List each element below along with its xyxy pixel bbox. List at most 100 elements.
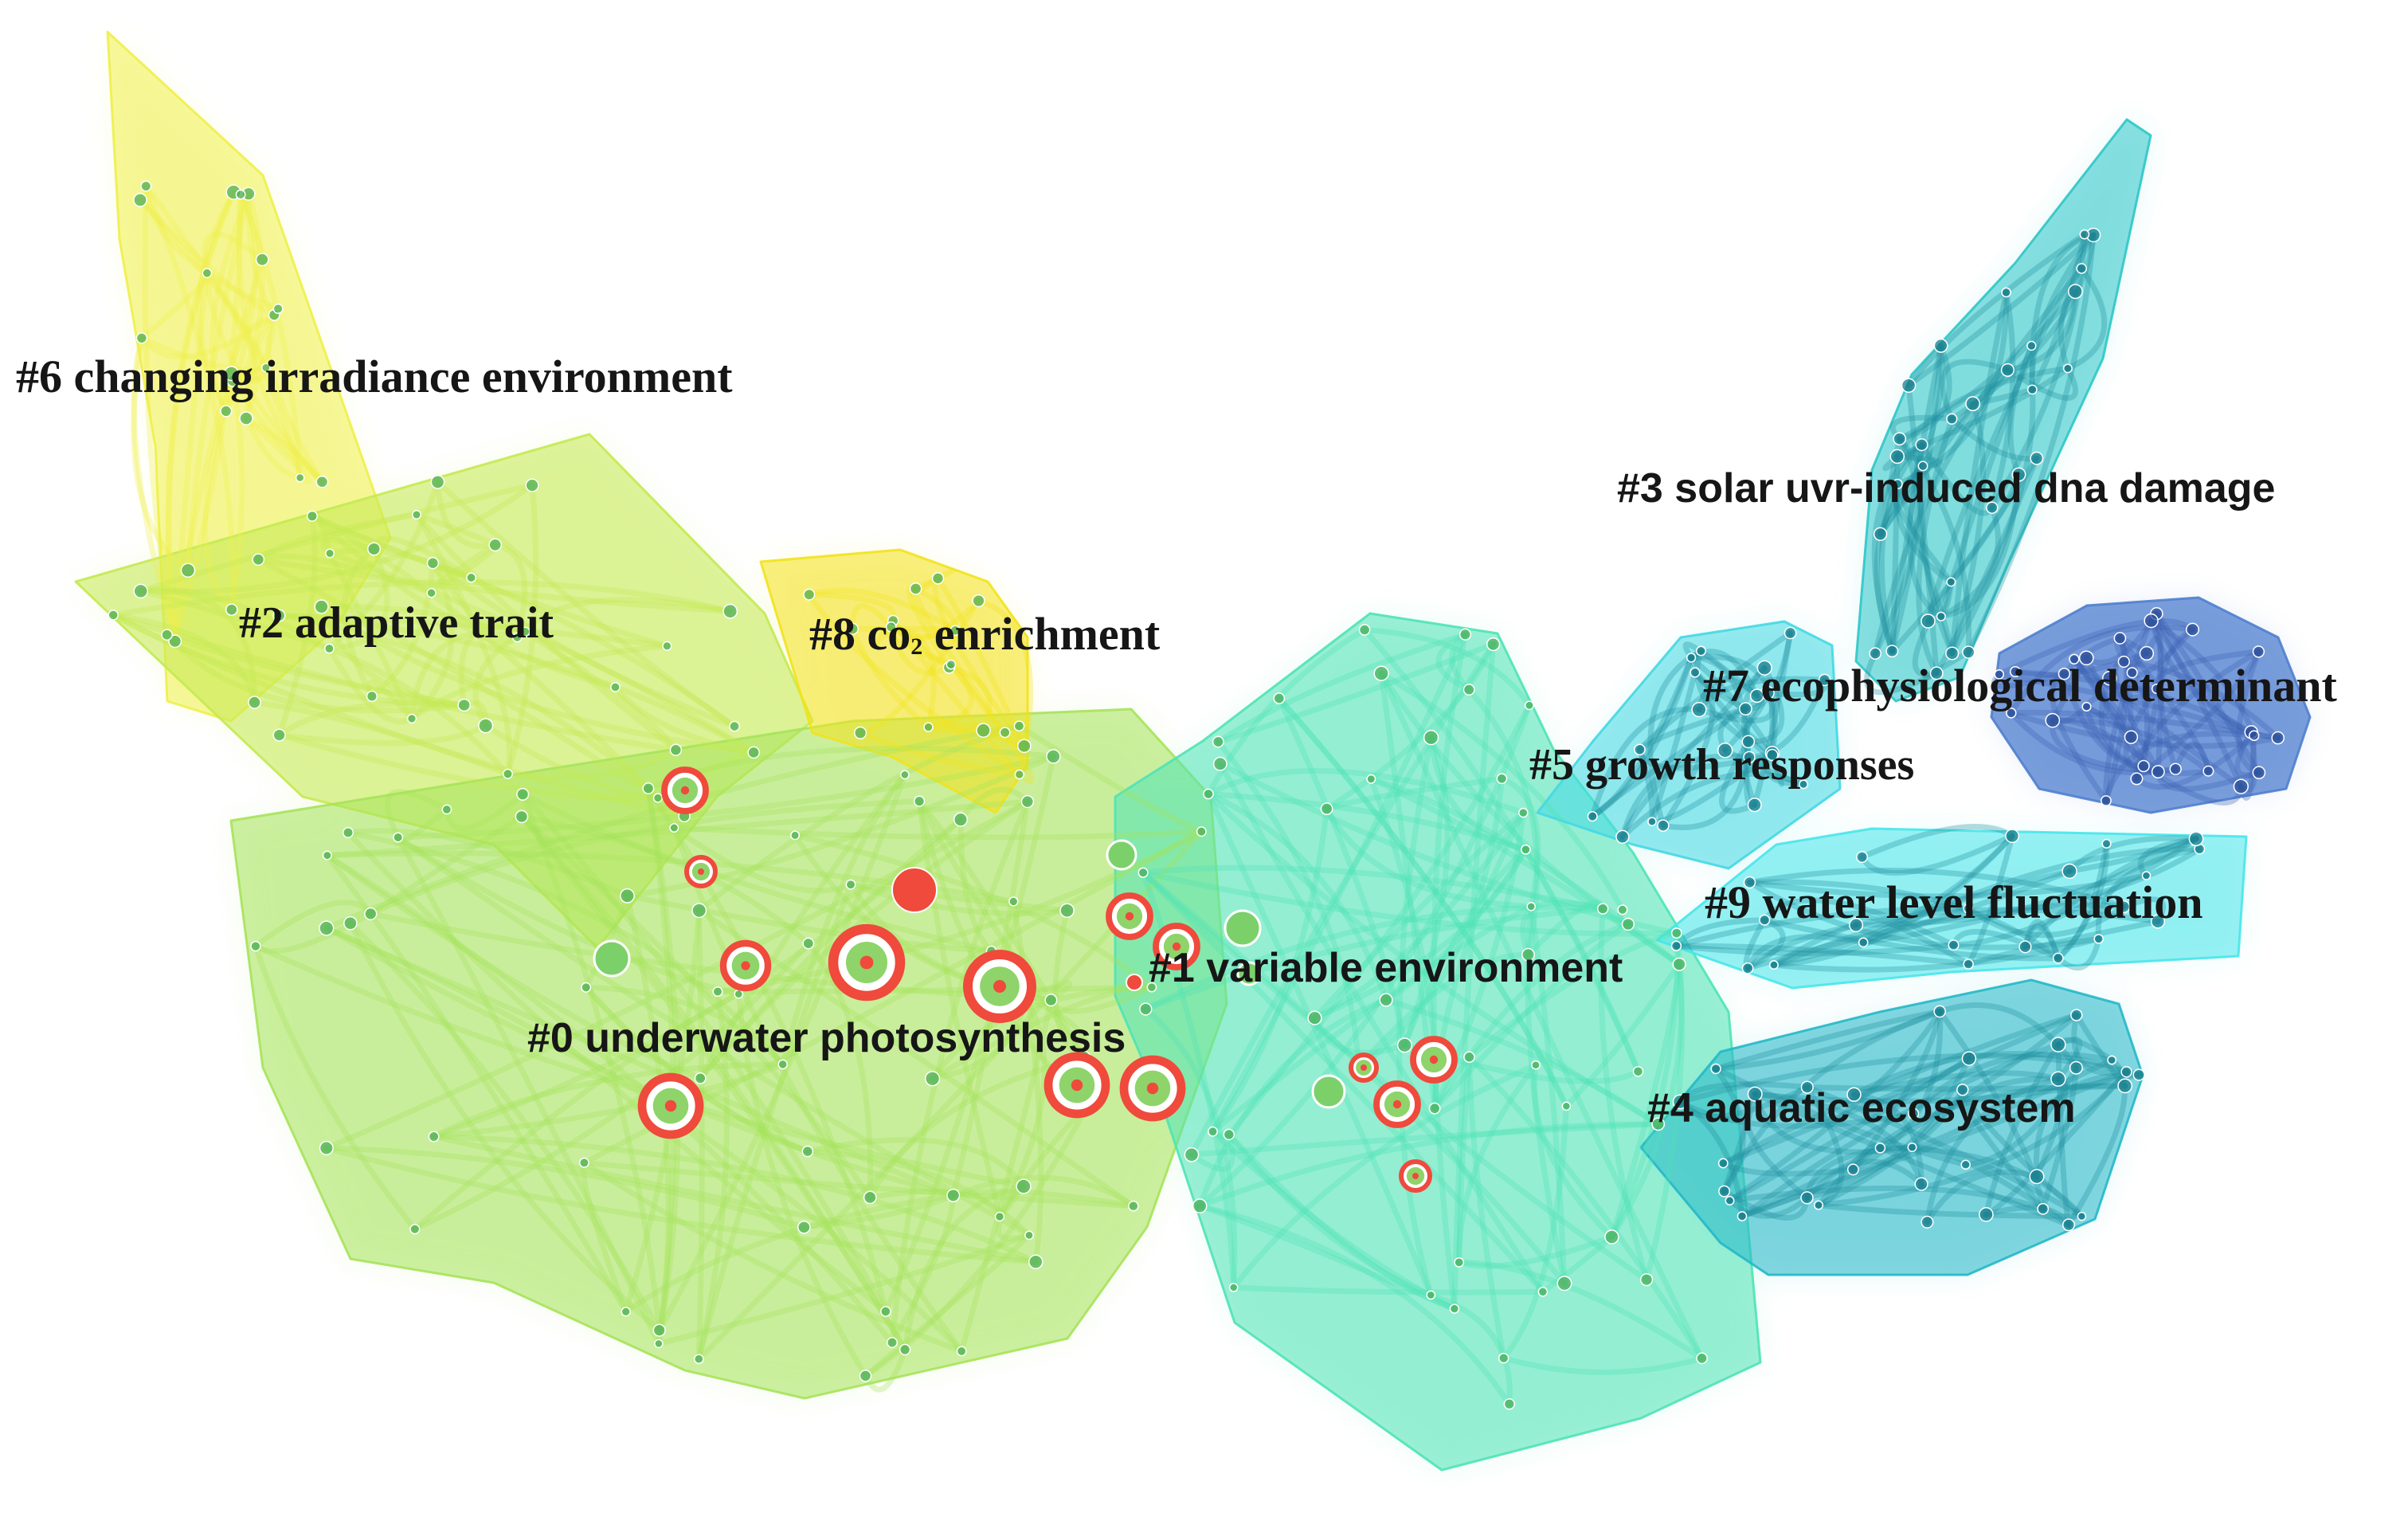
reference-node	[747, 746, 760, 759]
co-citation-edge	[1598, 906, 1650, 1283]
co-citation-edge	[519, 813, 908, 1353]
co-citation-edge	[165, 189, 237, 645]
reference-node	[1396, 1037, 1412, 1053]
reference-node	[923, 722, 934, 732]
co-citation-edge	[276, 700, 468, 739]
reference-node	[248, 696, 261, 709]
reference-node	[202, 268, 213, 279]
co-citation-edge	[2133, 649, 2261, 782]
co-citation-edge	[2103, 731, 2257, 804]
co-citation-edge	[1713, 1065, 1746, 1194]
reference-node	[1737, 1211, 1748, 1221]
cluster-region-layer	[74, 30, 2312, 1472]
reference-node	[235, 189, 246, 200]
co-citation-edge	[1231, 1284, 1546, 1296]
co-citation-edge	[1764, 752, 1807, 787]
cluster-region-8	[759, 548, 1029, 814]
reference-node	[1783, 626, 1797, 640]
reference-node	[314, 599, 329, 614]
reference-node	[306, 510, 318, 522]
reference-node	[1184, 1147, 1200, 1162]
co-citation-edge	[1210, 631, 1468, 1135]
reference-node	[2050, 1037, 2066, 1053]
co-citation-edge	[395, 753, 1056, 841]
co-citation-edge	[957, 786, 1031, 823]
reference-node	[790, 830, 801, 841]
co-citation-edge	[2065, 1057, 2128, 1228]
co-citation-edge	[1673, 942, 1956, 957]
co-citation-edge	[2022, 919, 2061, 962]
reference-node	[1046, 749, 1061, 764]
co-citation-edge	[806, 591, 1023, 778]
co-citation-edge	[1983, 1041, 2061, 1217]
co-citation-edge	[1205, 791, 1434, 1298]
co-citation-edge	[319, 604, 757, 755]
reference-node	[1647, 817, 1657, 827]
co-citation-edge	[1205, 791, 1662, 1127]
reference-node	[1749, 688, 1764, 704]
co-citation-edge-layer	[110, 183, 2281, 1407]
reference-node	[2117, 1078, 2133, 1094]
burst-node-center	[1392, 1100, 1402, 1109]
co-citation-edge	[1324, 775, 1505, 812]
co-citation-edge	[1188, 1121, 1662, 1158]
reference-node	[1963, 958, 1974, 970]
reference-node	[239, 411, 253, 425]
reference-node	[1203, 788, 1214, 800]
reference-node	[1747, 798, 1762, 813]
co-citation-edge	[202, 231, 265, 276]
co-citation-edge	[323, 798, 1031, 1151]
co-citation-edge	[1744, 922, 1859, 971]
co-citation-edge	[1965, 919, 2161, 967]
reference-node	[1929, 666, 1944, 680]
reference-node	[801, 1145, 814, 1158]
reference-node	[1137, 867, 1149, 878]
co-citation-edge	[2153, 649, 2261, 692]
reference-node	[662, 641, 672, 651]
reference-node	[1657, 819, 1670, 832]
co-citation-edge	[519, 813, 908, 1353]
co-citation-edge	[1850, 1009, 1943, 1173]
co-citation-edge	[1744, 917, 1786, 971]
co-citation-edge	[367, 813, 525, 917]
reference-node	[652, 1323, 666, 1337]
reference-node	[578, 1157, 589, 1168]
reference-node	[2151, 683, 2163, 695]
reference-node	[2150, 914, 2166, 929]
reference-node	[426, 556, 440, 570]
reference-node	[1059, 903, 1075, 919]
reference-node	[1016, 1178, 1032, 1194]
reference-node	[1615, 829, 1630, 845]
co-citation-edge	[172, 270, 210, 645]
co-citation-edge	[319, 603, 528, 635]
reference-node	[2029, 1169, 2045, 1185]
reference-node	[502, 768, 514, 779]
reference-node	[1146, 982, 1157, 993]
co-citation-edge	[1016, 723, 1204, 835]
co-citation-edge	[863, 1232, 1032, 1379]
co-citation-edge	[243, 312, 277, 421]
co-citation-edge	[1853, 907, 2161, 928]
reference-node	[1128, 1200, 1139, 1212]
co-citation-edge	[1815, 1202, 2085, 1220]
reference-node	[2117, 655, 2130, 668]
co-citation-edge	[1951, 836, 2199, 948]
co-citation-edge	[1744, 902, 2127, 971]
co-citation-edge	[110, 579, 734, 618]
co-citation-edge	[2116, 635, 2211, 774]
co-citation-edge	[395, 834, 742, 998]
co-citation-edge	[867, 1054, 1087, 1201]
co-citation-edge	[1851, 1070, 2061, 1098]
reference-node	[1901, 378, 1917, 394]
co-citation-edge	[1948, 416, 2040, 462]
reference-node	[2233, 778, 2249, 794]
co-citation-edge	[1925, 232, 2097, 624]
reference-node	[2001, 287, 2011, 298]
co-citation-edge	[327, 551, 415, 722]
co-citation-edge	[1949, 386, 2036, 657]
co-citation-edge	[1727, 1194, 1810, 1219]
co-citation-edge	[1383, 846, 1529, 1003]
co-citation-edge	[1431, 631, 1468, 1312]
co-citation-edge	[1540, 1234, 1615, 1295]
co-citation-edge	[1949, 401, 1987, 657]
